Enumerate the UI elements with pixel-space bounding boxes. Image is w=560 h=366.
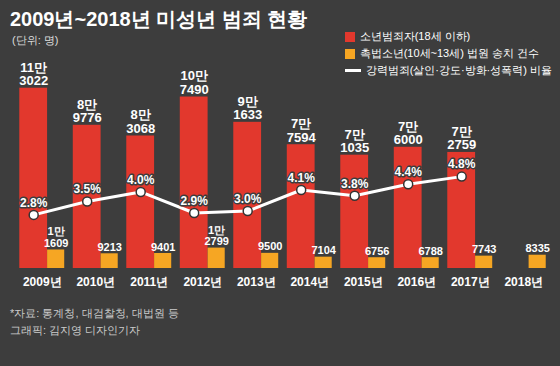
svg-text:6788: 6788 [418, 245, 442, 257]
html-text:강력범죄(살인·강도·방화·성폭력) 비율: 강력범죄(살인·강도·방화·성폭력) 비율 [365, 64, 552, 76]
svg-text:3.0%: 3.0% [234, 192, 262, 206]
svg-text:2016년: 2016년 [397, 275, 436, 289]
svg-text:7만2759: 7만2759 [447, 124, 476, 153]
svg-text:7만7594: 7만7594 [287, 116, 317, 145]
svg-text:4.8%: 4.8% [448, 157, 476, 171]
svg-text:1만2799: 1만2799 [204, 224, 228, 248]
svg-text:7만1035: 7만1035 [340, 127, 369, 156]
svg-text:8335: 8335 [525, 242, 549, 254]
svg-text:7만6000: 7만6000 [394, 119, 423, 148]
svg-text:11만3022: 11만3022 [19, 60, 48, 89]
html-text:2009년~2018년 미성년 범죄 현황: 2009년~2018년 미성년 범죄 현황 [10, 8, 308, 30]
svg-text:2009년: 2009년 [23, 275, 62, 289]
svg-text:2.8%: 2.8% [20, 196, 48, 210]
svg-text:2015년: 2015년 [344, 275, 383, 289]
svg-text:2014년: 2014년 [290, 275, 329, 289]
svg-text:9401: 9401 [151, 241, 175, 253]
svg-text:2017년: 2017년 [451, 275, 490, 289]
svg-text:7104: 7104 [311, 244, 336, 256]
svg-text:4.1%: 4.1% [288, 171, 316, 185]
svg-text:8만9776: 8만9776 [73, 97, 102, 126]
html-text:소년범죄자(18세 이하): 소년범죄자(18세 이하) [359, 30, 471, 42]
svg-text:2018년: 2018년 [504, 275, 543, 289]
svg-text:9만1633: 9만1633 [233, 94, 262, 123]
svg-text:2.9%: 2.9% [181, 194, 209, 208]
svg-text:10만7490: 10만7490 [180, 68, 209, 97]
html-text:(단위: 명): (단위: 명) [12, 34, 59, 46]
html-text:*자료: 통계청, 대검찰청, 대법원 등: *자료: 통계청, 대검찰청, 대법원 등 [10, 307, 179, 319]
svg-text:9213: 9213 [97, 241, 121, 253]
svg-text:3.8%: 3.8% [341, 177, 369, 191]
svg-text:3.5%: 3.5% [74, 182, 102, 196]
svg-text:2012년: 2012년 [183, 275, 222, 289]
svg-text:2013년: 2013년 [237, 275, 276, 289]
svg-text:8만3068: 8만3068 [126, 107, 155, 136]
html-text:그래픽: 김지영 디자인기자: 그래픽: 김지영 디자인기자 [10, 324, 141, 336]
svg-text:6756: 6756 [365, 245, 389, 257]
html-text:촉법소년(10세~13세) 법원 송치 건수: 촉법소년(10세~13세) 법원 송치 건수 [359, 47, 539, 59]
svg-text:2011년: 2011년 [130, 275, 168, 289]
svg-text:4.0%: 4.0% [127, 173, 155, 187]
svg-text:9500: 9500 [258, 240, 282, 252]
svg-text:7743: 7743 [472, 243, 496, 255]
svg-text:1만1609: 1만1609 [44, 225, 68, 249]
svg-text:4.4%: 4.4% [395, 165, 423, 179]
svg-text:2010년: 2010년 [76, 275, 115, 289]
